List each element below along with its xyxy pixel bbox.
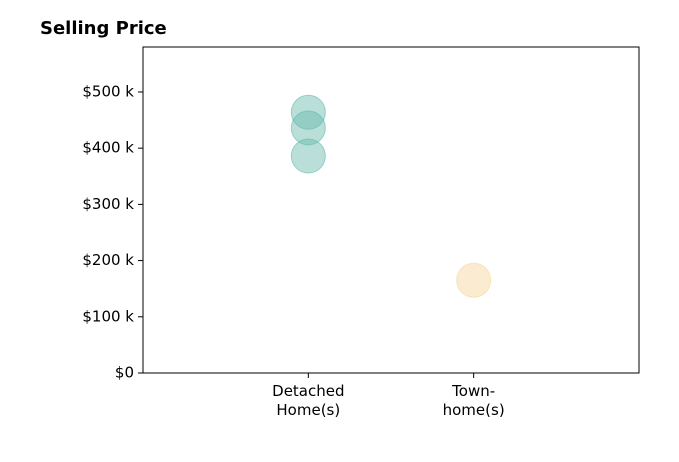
y-tick-label: $400 k — [82, 139, 134, 157]
y-tick-label: $0 — [115, 364, 134, 382]
x-tick-label: Detached Home(s) — [272, 382, 345, 419]
point — [456, 262, 492, 298]
y-tick-label: $500 k — [82, 82, 134, 100]
y-tick-label: $200 k — [82, 251, 134, 269]
point — [290, 94, 326, 130]
point — [290, 138, 326, 174]
chart-title: Selling Price — [40, 18, 167, 39]
plot-frame — [142, 46, 640, 374]
point — [290, 110, 326, 146]
y-tick-label: $100 k — [82, 307, 134, 325]
y-tick-label: $300 k — [82, 195, 134, 213]
x-tick-label: Town- home(s) — [442, 382, 505, 419]
